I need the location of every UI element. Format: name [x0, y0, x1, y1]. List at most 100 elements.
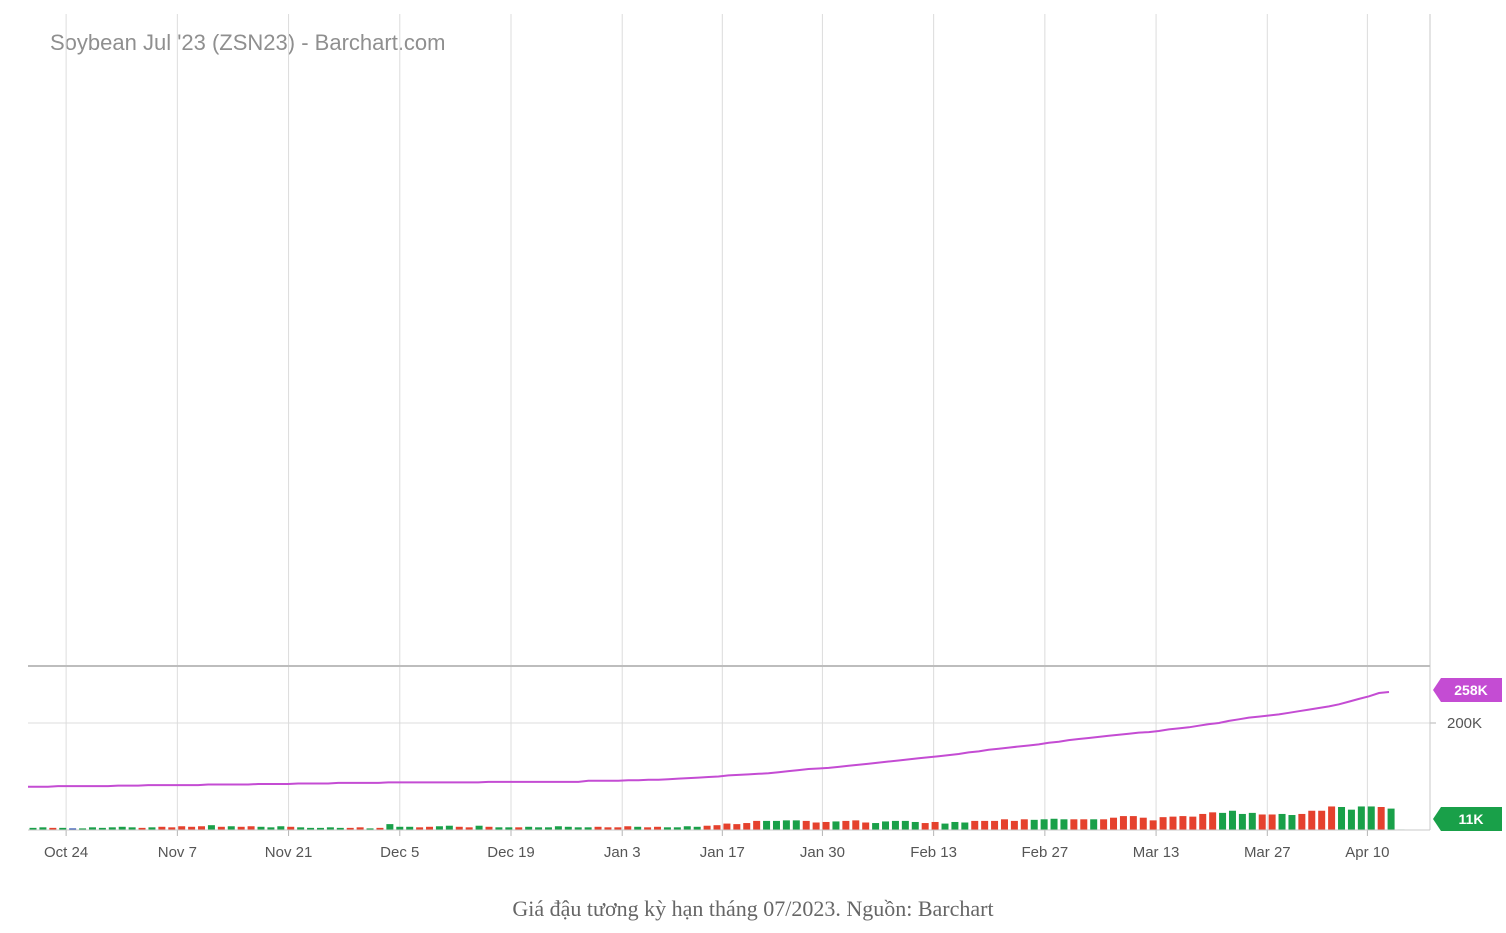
time-tick-label: Dec 5	[380, 844, 419, 861]
open-interest-badge: 258K	[1433, 677, 1502, 702]
volume-bar	[227, 826, 235, 830]
volume-bar	[574, 827, 582, 830]
time-tick-label: Feb 13	[910, 844, 957, 861]
volume-bar	[723, 823, 731, 830]
open-interest-badge-text: 258K	[1454, 682, 1487, 698]
volume-bar	[782, 820, 790, 830]
time-tick-label: Nov 21	[265, 844, 313, 861]
volume-bar	[1367, 806, 1375, 830]
volume-bar	[673, 827, 681, 830]
volume-bar	[792, 820, 800, 830]
volume-bar	[931, 821, 939, 830]
chart-container: Soybean Jul '23 (ZSN23) - Barchart.com 1…	[28, 14, 1502, 861]
volume-bar	[891, 820, 899, 830]
volume-bar	[614, 827, 622, 830]
volume-bar	[1040, 819, 1048, 830]
volume-bar	[1110, 817, 1118, 830]
volume-bar	[1000, 819, 1008, 830]
volume-bar	[1298, 813, 1306, 830]
volume-bar	[346, 827, 354, 830]
volume-bar	[69, 828, 77, 830]
volume-bar	[901, 820, 909, 830]
volume-bar	[297, 827, 305, 830]
volume-bar	[941, 823, 949, 830]
volume-bar	[703, 825, 711, 830]
volume-bar	[1010, 820, 1018, 830]
volume-bar	[287, 826, 295, 830]
volume-bar	[168, 827, 176, 830]
open-interest-badge-shape	[1433, 677, 1502, 702]
volume-bar	[1050, 818, 1058, 830]
volume-bar	[435, 826, 443, 830]
volume-bar	[525, 826, 533, 830]
volume-bar	[1159, 817, 1167, 830]
volume-bar	[663, 827, 671, 830]
volume-bar	[683, 826, 691, 830]
volume-bar	[1328, 806, 1336, 830]
volume-bar	[1288, 815, 1296, 830]
volume-bar	[158, 826, 166, 830]
volume-bar	[455, 826, 463, 830]
volume-bar	[971, 820, 979, 830]
volume-bar	[237, 826, 245, 830]
volume-bar	[366, 828, 374, 830]
volume-bar	[584, 827, 592, 830]
volume-badge-text: 11K	[1459, 811, 1484, 827]
time-tick-label: Mar 13	[1133, 844, 1180, 861]
open-interest-layer	[28, 691, 1390, 788]
volume-bar	[763, 820, 771, 830]
time-tick-label: Nov 7	[158, 844, 197, 861]
volume-bar	[49, 827, 57, 830]
volume-bar	[257, 826, 265, 830]
volume-bar	[39, 827, 47, 830]
volume-bar	[495, 827, 503, 830]
volume-bar	[1060, 819, 1068, 830]
volume-badge: 11K	[1433, 807, 1502, 831]
volume-bar	[217, 826, 225, 830]
volume-bar	[515, 827, 523, 830]
volume-bar	[1377, 806, 1385, 830]
volume-bar	[544, 827, 552, 830]
volume-bar	[128, 827, 136, 830]
volume-bar	[733, 824, 741, 830]
volume-bar	[1347, 809, 1355, 830]
volume-bar	[29, 827, 37, 830]
volume-bar	[1169, 816, 1177, 830]
volume-bar	[336, 827, 344, 830]
volume-bar	[1209, 812, 1217, 830]
time-tick-label: Feb 27	[1022, 844, 1069, 861]
volume-bar	[247, 826, 255, 830]
volume-bar	[1179, 816, 1187, 830]
volume-bar	[267, 827, 275, 830]
volume-bar	[604, 827, 612, 830]
axis-layer: 1560-01540-01520-01500-01480-01460-01440…	[28, 14, 1482, 861]
time-tick-label: Dec 19	[487, 844, 535, 861]
time-tick-label: Apr 10	[1345, 844, 1389, 861]
volume-bar	[654, 826, 662, 830]
time-tick-label: Jan 30	[800, 844, 845, 861]
volume-bar	[832, 821, 840, 830]
volume-bar	[1318, 810, 1326, 830]
volume-bar	[1338, 806, 1346, 830]
volume-bar	[118, 826, 126, 830]
volume-bar	[79, 828, 87, 830]
volume-bar	[475, 825, 483, 830]
volume-bar	[356, 827, 364, 830]
volume-bar	[624, 826, 632, 830]
volume-bar	[634, 826, 642, 830]
volume-bar	[277, 826, 285, 830]
volume-bar	[307, 827, 315, 830]
volume-bar	[386, 824, 394, 830]
volume-bar	[693, 826, 701, 830]
volume-bar	[1219, 812, 1227, 830]
volume-bar	[812, 822, 820, 830]
volume-bar	[59, 827, 67, 830]
volume-bar	[1149, 820, 1157, 830]
grid-layer	[28, 14, 1430, 830]
volume-bar	[108, 827, 116, 830]
chart-title: Soybean Jul '23 (ZSN23) - Barchart.com	[50, 30, 445, 55]
volume-bar	[148, 827, 156, 830]
volume-bar	[1199, 813, 1207, 830]
volume-bar	[1357, 806, 1365, 830]
volume-bar	[1030, 819, 1038, 830]
